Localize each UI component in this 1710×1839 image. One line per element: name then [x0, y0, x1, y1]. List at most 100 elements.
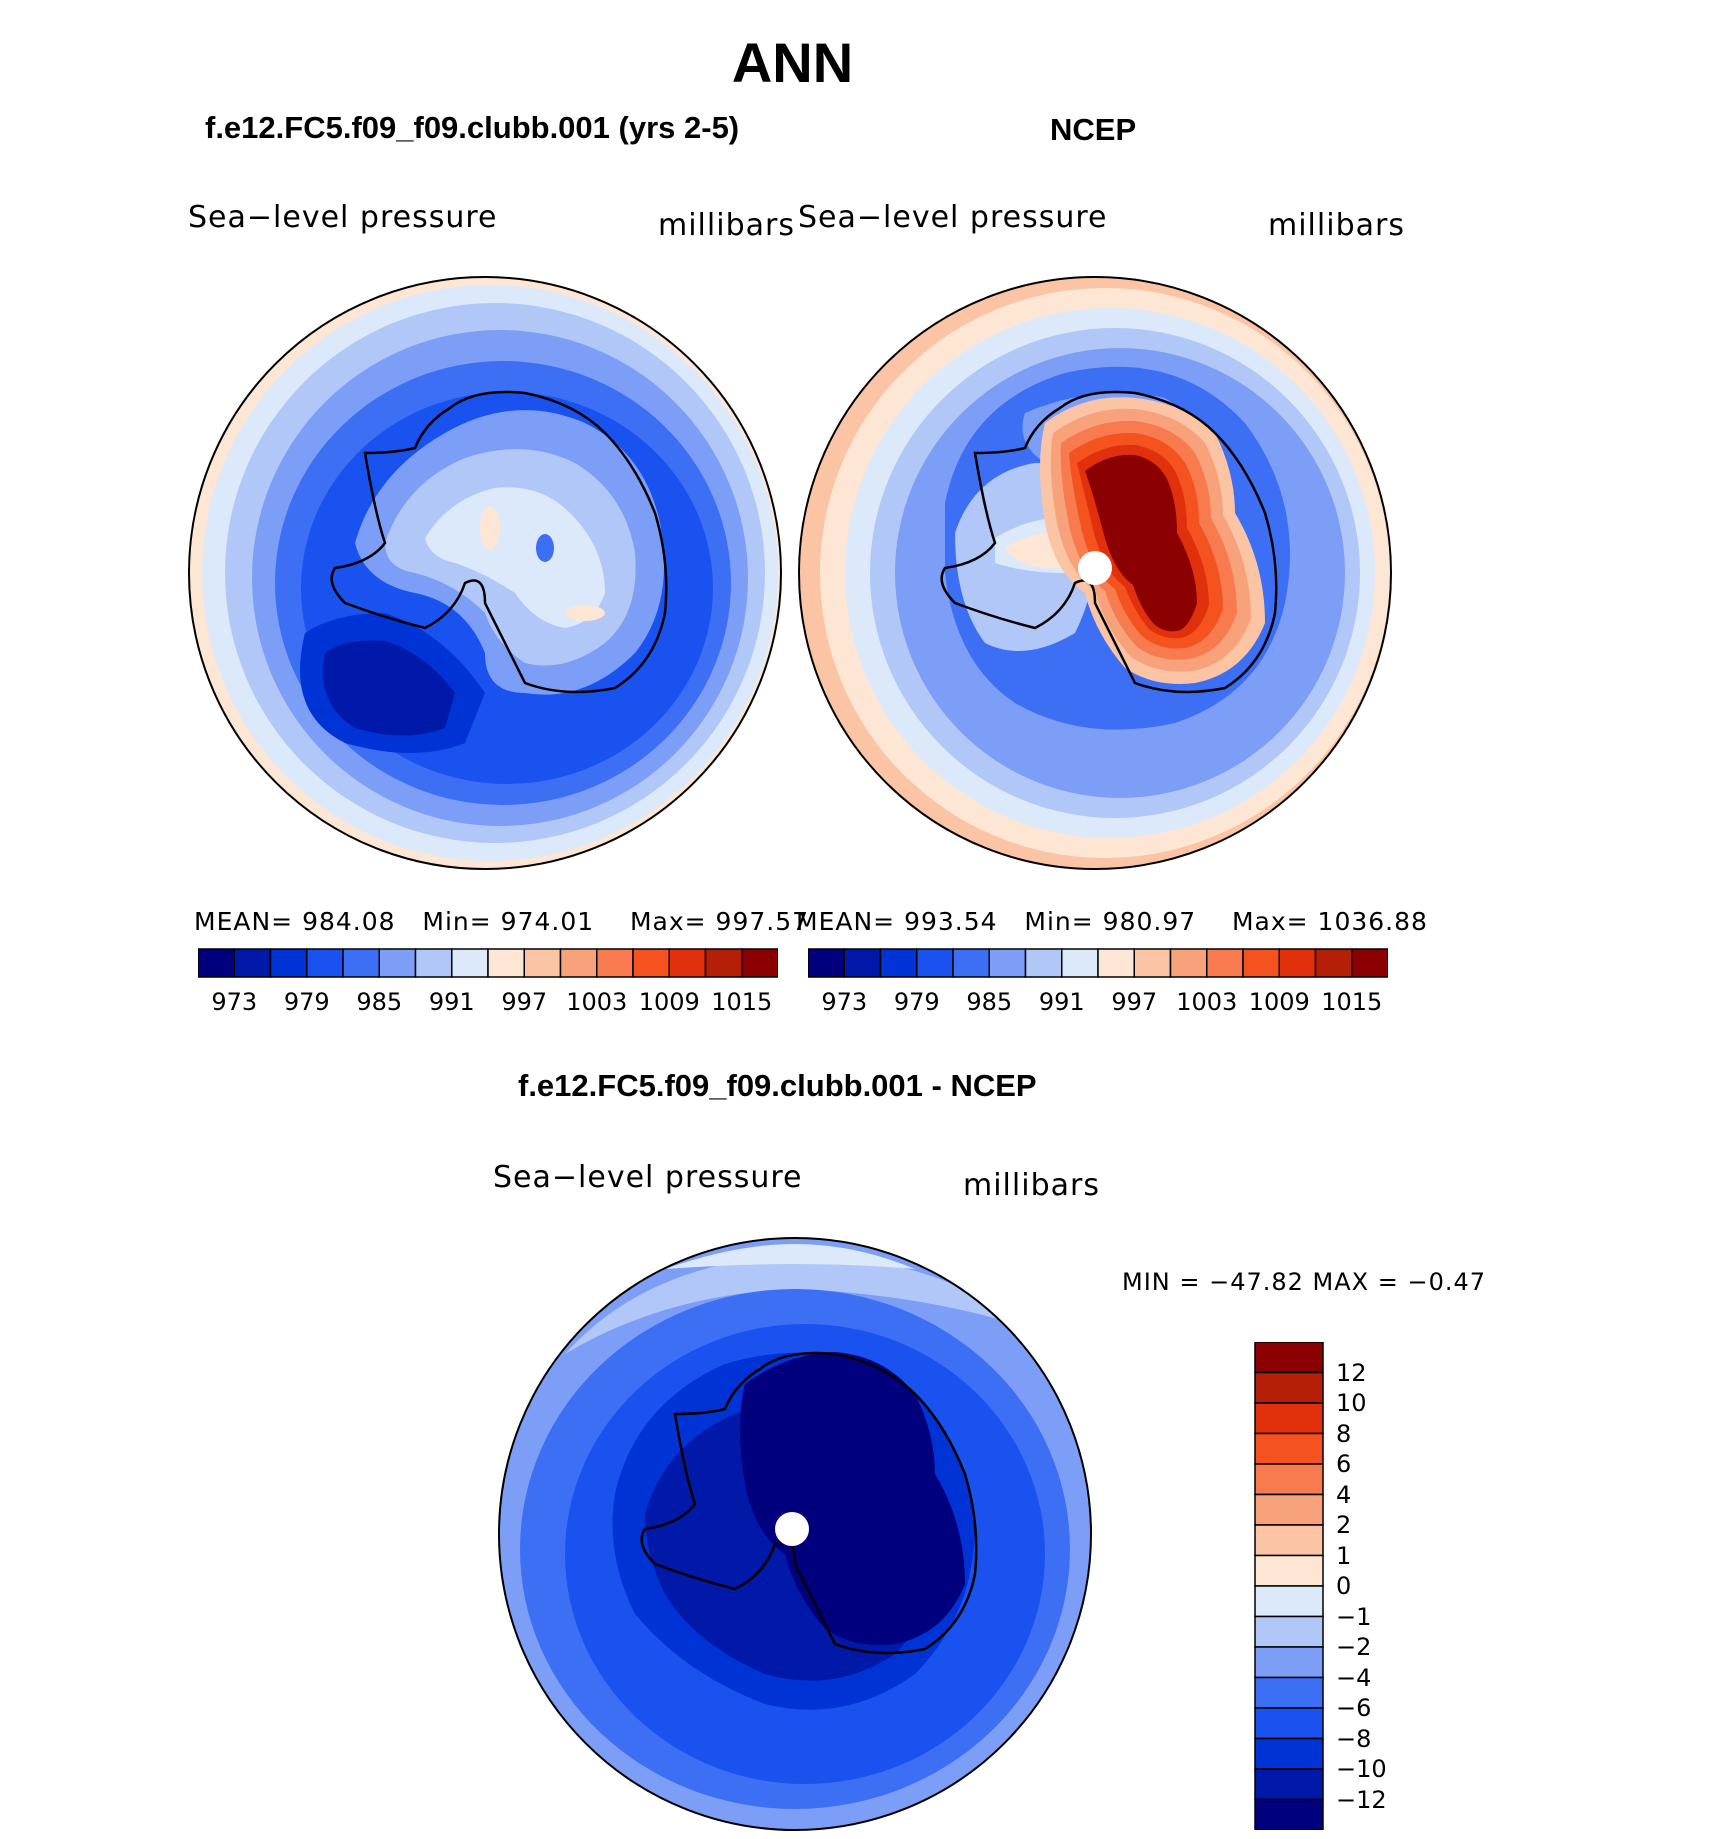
mean-value: 984.08	[302, 907, 396, 936]
colorbar-diff	[1254, 1342, 1324, 1830]
colorbar-swatch	[1254, 1402, 1324, 1435]
colorbar-swatch	[879, 948, 918, 978]
colorbar-diff-labels: 12 10 8 6 4 2 1 0 −1 −2 −4 −6 −8 −10 −12	[1336, 1342, 1416, 1830]
colorbar-tick-label: −2	[1336, 1633, 1372, 1661]
colorbar-swatch	[1254, 1615, 1324, 1648]
colorbar-tick-label: 985	[356, 988, 403, 1016]
colorbar-swatch	[916, 948, 954, 978]
colorbar-swatch	[1314, 948, 1353, 978]
colorbar-tick-label: 991	[1038, 988, 1085, 1016]
colorbar-swatch	[1254, 1493, 1324, 1526]
colorbar-tick-label: 6	[1336, 1450, 1352, 1478]
colorbar-tick-label: 979	[283, 988, 330, 1016]
colorbar-swatch	[988, 948, 1027, 978]
colorbar-swatch	[808, 948, 845, 978]
panel-diff-units: millibars	[963, 1168, 1100, 1203]
colorbar-swatch	[306, 948, 344, 978]
colorbar-tick-label: 997	[501, 988, 548, 1016]
contour-band	[1085, 454, 1197, 632]
colorbar-swatch	[1242, 948, 1280, 978]
colorbar-swatch	[487, 948, 525, 978]
colorbar-swatch	[1254, 1585, 1324, 1618]
colorbar-swatch	[1254, 1554, 1324, 1587]
colorbar-tick-label: −10	[1336, 1755, 1387, 1783]
colorbar-swatch	[1254, 1432, 1324, 1465]
colorbar-swatch	[198, 948, 235, 978]
colorbar-swatch	[596, 948, 634, 978]
colorbar-tick-label: 1015	[1321, 988, 1383, 1016]
mean-label: MEAN=	[194, 907, 294, 936]
colorbar-swatch	[233, 948, 272, 978]
contour-band	[323, 640, 455, 736]
panel-diff-variable: Sea−level pressure	[493, 1160, 803, 1195]
pole-mask	[1078, 551, 1112, 585]
contour-band	[565, 605, 605, 621]
min-label: Min=	[422, 907, 492, 936]
panel-model-title: f.e12.FC5.f09_f09.clubb.001 (yrs 2-5)	[205, 110, 740, 145]
colorbar-swatch	[1254, 1768, 1324, 1801]
colorbar-tick-label: −12	[1336, 1785, 1387, 1814]
panel-diff-title: f.e12.FC5.f09_f09.clubb.001 - NCEP	[518, 1068, 1037, 1103]
colorbar-swatch	[1024, 948, 1063, 978]
colorbar-tick-label: 1009	[1248, 988, 1310, 1016]
colorbar-swatch	[1061, 948, 1099, 978]
colorbar-obs-labels: 973 979 985 991 997 1003 1009 1015	[808, 988, 1388, 1018]
colorbar-tick-label: 997	[1111, 988, 1158, 1016]
colorbar-swatch	[952, 948, 990, 978]
colorbar-swatch	[1097, 948, 1135, 978]
colorbar-tick-label: −4	[1336, 1663, 1372, 1692]
max-value: 1036.88	[1317, 907, 1428, 936]
coastline	[640, 1351, 978, 1655]
coastline	[330, 390, 668, 694]
panel-model-units: millibars	[658, 208, 795, 243]
colorbar-swatch	[1254, 1737, 1324, 1770]
colorbar-tick-label: 10	[1336, 1389, 1367, 1417]
map-diff	[498, 1237, 1092, 1831]
colorbar-swatch	[1254, 1342, 1324, 1374]
colorbar-tick-label: −1	[1336, 1602, 1372, 1631]
colorbar-swatch	[451, 948, 489, 978]
colorbar-swatch	[1254, 1371, 1324, 1404]
colorbar-model	[198, 948, 778, 978]
colorbar-swatch	[668, 948, 707, 978]
colorbar-swatch	[523, 948, 562, 978]
colorbar-tick-label: 0	[1336, 1572, 1352, 1600]
max-value: 997.57	[715, 907, 810, 936]
panel-diff-stats: MIN = −47.82 MAX = −0.47	[1122, 1268, 1487, 1296]
colorbar-swatch	[1133, 948, 1172, 978]
colorbar-model-labels: 973 979 985 991 997 1003 1009 1015	[198, 988, 778, 1018]
panel-obs-units: millibars	[1268, 208, 1405, 243]
colorbar-swatch	[741, 948, 778, 978]
colorbar-tick-label: 1	[1336, 1541, 1352, 1570]
colorbar-swatch	[1206, 948, 1244, 978]
contour-band	[536, 534, 554, 562]
colorbar-swatch	[843, 948, 882, 978]
max-label: Max=	[1231, 907, 1309, 936]
colorbar-tick-label: 991	[428, 988, 475, 1016]
figure-title: ANN	[731, 31, 854, 94]
colorbar-obs	[808, 948, 1388, 978]
colorbar-tick-label: 979	[893, 988, 940, 1016]
colorbar-tick-label: 1015	[711, 988, 773, 1016]
colorbar-swatch	[1278, 948, 1317, 978]
colorbar-swatch	[1254, 1707, 1324, 1740]
pole-mask	[775, 1512, 809, 1546]
colorbar-tick-label: 1009	[638, 988, 700, 1016]
colorbar-tick-label: −6	[1336, 1694, 1372, 1722]
contour-band	[665, 1244, 915, 1269]
colorbar-swatch	[1254, 1798, 1324, 1830]
contour-band	[565, 1254, 1015, 1354]
colorbar-swatch	[704, 948, 743, 978]
colorbar-tick-label: 973	[821, 988, 868, 1016]
colorbar-swatch	[378, 948, 417, 978]
colorbar-tick-label: 973	[211, 988, 258, 1016]
colorbar-tick-label: −8	[1336, 1724, 1372, 1753]
colorbar-swatch	[1254, 1463, 1324, 1496]
map-obs	[798, 276, 1392, 870]
colorbar-tick-label: 1003	[1176, 988, 1238, 1016]
contour-band	[425, 487, 605, 628]
panel-model-variable: Sea−level pressure	[188, 200, 498, 235]
contour-band	[740, 1352, 965, 1645]
colorbar-swatch	[1169, 948, 1208, 978]
colorbar-swatch	[1254, 1646, 1324, 1679]
